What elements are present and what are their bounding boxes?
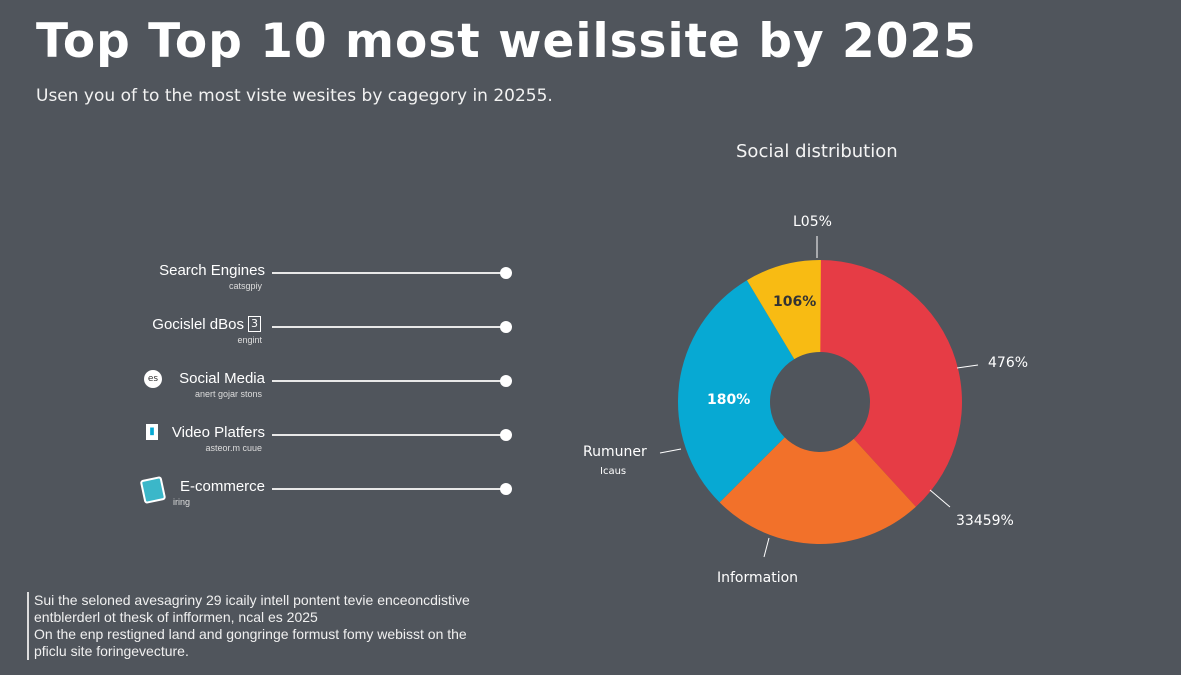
footnote-line: entblerderl ot thesk of infformen, ncal …	[34, 609, 318, 625]
category-row-video-platforms: ▮ Video Platfers asteor.m cuue	[0, 424, 520, 464]
connector-line	[272, 488, 506, 490]
slice-label-red-lower: 33459%	[956, 513, 1014, 529]
leader-line	[929, 489, 951, 508]
category-sub: anert gojar stons	[194, 389, 262, 399]
category-sub: catsgpiy	[228, 281, 262, 291]
slice-label-blue: 180%	[707, 392, 750, 408]
category-sub: engint	[237, 335, 262, 345]
footnote-line: Sui the seloned avesagriny 29 icaily int…	[34, 592, 470, 608]
leader-line	[763, 537, 770, 558]
page-title: Top Top 10 most weilssite by 2025	[36, 14, 977, 69]
slice-label-yellow-outer: L05%	[793, 214, 832, 230]
slice-label-blue-outer: Rumuner	[583, 444, 647, 460]
page-subtitle: Usen you of to the most viste wesites by…	[36, 86, 553, 106]
category-label: Search Engines	[159, 262, 265, 279]
slice-label-red-outer: 476%	[988, 355, 1028, 371]
category-row-ecommerce: E-commerce iring	[0, 475, 520, 518]
category-row-search-engines: Search Engines catsgpiy	[0, 262, 520, 302]
connector-line	[272, 272, 506, 274]
category-label: Video Platfers	[171, 424, 265, 441]
connector-line	[272, 326, 506, 328]
box-icon: 3	[248, 316, 261, 332]
video-icon: ▮	[146, 424, 158, 440]
connector-dot	[500, 267, 512, 279]
connector-dot	[500, 483, 512, 495]
category-label: Gocislel dBos	[152, 316, 244, 333]
slice-label-orange: Information	[717, 570, 798, 586]
donut-slice-2	[677, 280, 795, 503]
footnote: Sui the seloned avesagriny 29 icaily int…	[27, 592, 554, 660]
category-sub: asteor.m cuue	[205, 443, 262, 453]
category-label: E-commerce	[179, 478, 265, 495]
leader-line	[956, 364, 979, 369]
category-sub: iring	[172, 497, 190, 507]
connector-line	[272, 434, 506, 436]
connector-dot	[500, 429, 512, 441]
connector-dot	[500, 375, 512, 387]
slice-label-yellow: 106%	[773, 294, 816, 310]
category-row-gocislel: Gocislel dBos 3 engint	[0, 316, 520, 356]
chart-title: Social distribution	[736, 141, 898, 162]
category-row-social-media: es Social Media anert gojar stons	[0, 370, 520, 410]
slice-label-blue-sub: Icaus	[600, 466, 626, 477]
category-label: Social Media	[179, 370, 265, 387]
footnote-line: On the enp restigned land and gongringe …	[34, 626, 467, 642]
social-icon: es	[144, 370, 162, 388]
connector-line	[272, 380, 506, 382]
leader-line	[659, 448, 682, 454]
connector-dot	[500, 321, 512, 333]
donut-slice-3	[746, 260, 821, 360]
donut-slice-1	[719, 437, 916, 544]
donut-slice-0	[820, 260, 962, 507]
footnote-line: pficlu site foringevecture.	[34, 643, 189, 659]
